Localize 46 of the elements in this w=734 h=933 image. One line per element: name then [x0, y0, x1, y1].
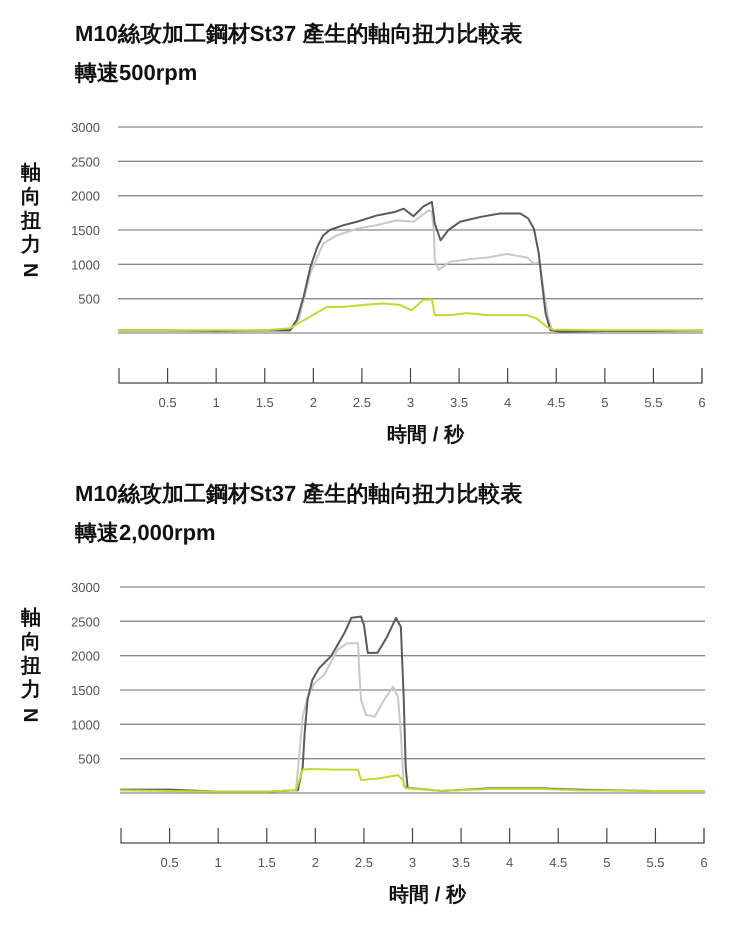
y-axis-title: 軸向扭力 N — [19, 607, 41, 722]
y-tick-label: 2500 — [71, 154, 100, 170]
y-tick-label: 1500 — [71, 223, 100, 238]
y-axis-title: 軸向扭力 N — [19, 162, 41, 278]
line-series — [118, 298, 703, 332]
y-tick-label: 3000 — [71, 120, 100, 135]
chart-subtitle: 轉速500rpm — [74, 60, 198, 85]
y-tick-label: 3000 — [71, 580, 100, 595]
chart-title: M10絲攻加工鋼材St37 產生的軸向扭力比較表 — [75, 481, 522, 506]
x-axis-title: 時間 / 秒 — [387, 424, 465, 446]
x-tick-label: 4 — [506, 855, 514, 870]
x-tick-label: 6 — [700, 855, 708, 870]
y-tick-label: 1000 — [71, 717, 100, 732]
x-tick-label: 1.5 — [256, 395, 274, 410]
x-tick-label: 0.5 — [160, 855, 179, 870]
x-tick-label: 3 — [406, 395, 414, 410]
x-tick-label: 5 — [601, 395, 608, 410]
x-tick-label: 6 — [698, 395, 706, 410]
x-tick-label: 3 — [408, 855, 416, 870]
x-tick-label: 5 — [603, 855, 610, 870]
x-tick-label: 4.5 — [549, 855, 568, 870]
x-tick-label: 0.5 — [158, 395, 177, 410]
x-tick-label: 4.5 — [547, 395, 566, 410]
y-tick-label: 2000 — [71, 188, 100, 204]
x-tick-label: 5.5 — [644, 395, 662, 410]
x-tick-label: 3.5 — [450, 395, 468, 410]
x-tick-label: 4 — [504, 395, 512, 410]
chart-subtitle: 轉速2,000rpm — [74, 520, 216, 545]
x-tick-label: 1.5 — [258, 855, 276, 870]
y-tick-label: 500 — [78, 752, 100, 767]
y-tick-label: 1500 — [71, 683, 100, 698]
y-tick-label: 2500 — [71, 614, 100, 630]
x-tick-label: 5.5 — [646, 855, 664, 870]
y-tick-label: 2000 — [71, 648, 100, 664]
x-tick-label: 1 — [214, 855, 222, 870]
x-tick-label: 2 — [310, 395, 317, 410]
x-axis-title: 時間 / 秒 — [389, 884, 467, 906]
x-tick-label: 3.5 — [452, 855, 470, 870]
y-tick-label: 1000 — [71, 257, 100, 272]
chart-title: M10絲攻加工鋼材St37 產生的軸向扭力比較表 — [75, 21, 522, 46]
x-tick-label: 2.5 — [354, 855, 373, 870]
y-tick-label: 500 — [78, 292, 100, 307]
x-tick-label: 1 — [212, 395, 220, 410]
line-series — [120, 768, 705, 793]
x-tick-label: 2.5 — [352, 395, 371, 410]
x-tick-label: 2 — [312, 855, 319, 870]
